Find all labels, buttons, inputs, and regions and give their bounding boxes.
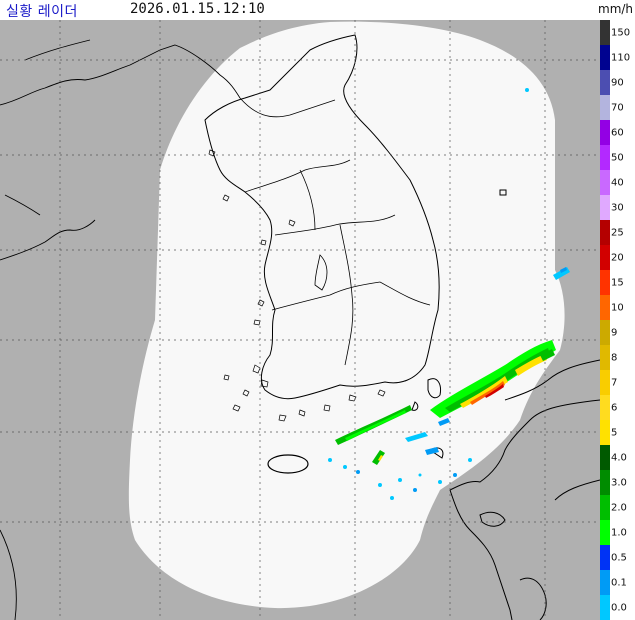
legend-swatch: [600, 45, 610, 70]
legend-label: 70: [611, 102, 624, 113]
legend-swatch: [600, 320, 610, 345]
legend-swatch: [600, 270, 610, 295]
legend-label: 40: [611, 177, 624, 188]
legend-swatch: [600, 295, 610, 320]
legend-swatch: [600, 420, 610, 445]
legend-unit: mm/h: [598, 2, 634, 16]
legend-label: 90: [611, 77, 624, 88]
legend-swatch: [600, 470, 610, 495]
legend-label: 0.1: [611, 577, 627, 588]
legend-label: 5: [611, 427, 618, 438]
legend-label: 15: [611, 277, 624, 288]
southwest-islands: [208, 149, 386, 422]
legend-swatch: [600, 545, 610, 570]
legend-swatch: [600, 195, 610, 220]
legend-label: 60: [611, 127, 624, 138]
product-title: 실황 레이더: [6, 4, 78, 20]
legend-labels: 150 110 90 70 60 50 40 30 25 20 15 10 9 8 7 6 5 4.0 3.0 2.0…: [610, 20, 635, 620]
legend-label: 10: [611, 302, 624, 313]
ulleungdo-island: [499, 189, 507, 196]
legend-swatch: [600, 570, 610, 595]
legend-swatch: [600, 220, 610, 245]
china-coastline: [0, 39, 241, 620]
legend-swatch: [600, 345, 610, 370]
lat-lon-grid: [0, 20, 600, 620]
legend-swatch: [600, 370, 610, 395]
legend-swatch: [600, 145, 610, 170]
legend-label: 150: [611, 27, 631, 38]
legend-label: 3.0: [611, 477, 627, 488]
legend-label: 7: [611, 377, 618, 388]
japan-land: [411, 378, 441, 411]
legend-swatch: [600, 170, 610, 195]
legend-swatch: [600, 245, 610, 270]
legend-swatch: [600, 95, 610, 120]
radar-map[interactable]: [0, 20, 600, 620]
legend-label: 20: [611, 252, 624, 263]
rain-band-south-sea: [328, 405, 472, 500]
rain-echo-east-sea: [525, 88, 570, 280]
legend-swatch: [600, 120, 610, 145]
legend-swatch: [600, 70, 610, 95]
province-borders: [239, 97, 431, 366]
legend-label: 110: [611, 52, 631, 63]
observation-time: 2026.01.15.12:10: [130, 1, 265, 17]
legend-swatch: [600, 20, 610, 45]
legend-label: 6: [611, 402, 618, 413]
header-bar: 실황 레이더 2026.01.15.12:10: [0, 0, 600, 20]
legend-label: 25: [611, 227, 624, 238]
jeju-island: [267, 454, 309, 474]
korean-peninsula: [204, 34, 440, 400]
legend-label: 2.0: [611, 502, 627, 513]
rain-band-southeast: [430, 340, 556, 426]
legend-label: 8: [611, 352, 618, 363]
legend-label: 0.0: [611, 602, 627, 613]
legend-label: 1.0: [611, 527, 627, 538]
legend-label: 30: [611, 202, 624, 213]
legend-swatch: [600, 395, 610, 420]
legend-label: 9: [611, 327, 618, 338]
legend-color-bar: [600, 20, 610, 620]
legend-swatch: [600, 495, 610, 520]
legend-swatch: [600, 595, 610, 620]
legend-swatch: [600, 445, 610, 470]
legend-label: 4.0: [611, 452, 627, 463]
legend-label: 50: [611, 152, 624, 163]
legend-swatch: [600, 520, 610, 545]
legend-label: 0.5: [611, 552, 627, 563]
